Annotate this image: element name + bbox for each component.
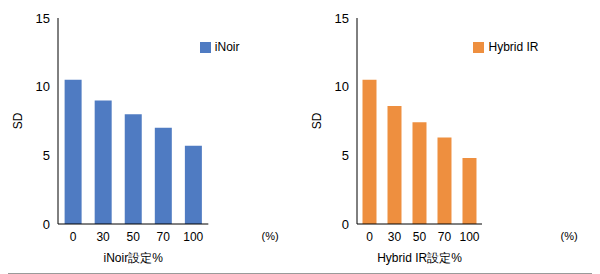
svg-text:70: 70 <box>437 230 451 244</box>
svg-text:30: 30 <box>387 230 401 244</box>
svg-text:100: 100 <box>459 230 479 244</box>
svg-text:0: 0 <box>42 217 49 232</box>
svg-text:5: 5 <box>42 148 49 163</box>
svg-text:5: 5 <box>341 148 348 163</box>
svg-text:10: 10 <box>35 79 49 94</box>
svg-text:0: 0 <box>341 217 348 232</box>
svg-text:15: 15 <box>35 11 49 26</box>
svg-text:0: 0 <box>366 230 373 244</box>
svg-text:30: 30 <box>96 230 110 244</box>
svg-text:Hybrid IR設定%: Hybrid IR設定% <box>377 251 462 265</box>
html-text:Hybrid IR: Hybrid IR <box>488 40 539 54</box>
svg-text:70: 70 <box>156 230 170 244</box>
svg-text:50: 50 <box>412 230 426 244</box>
svg-text:SD: SD <box>310 112 324 129</box>
svg-text:0: 0 <box>69 230 76 244</box>
svg-text:iNoir設定%: iNoir設定% <box>103 251 163 265</box>
svg-text:SD: SD <box>11 112 25 129</box>
html-text:iNoir: iNoir <box>214 40 240 54</box>
svg-text:10: 10 <box>334 79 348 94</box>
svg-text:50: 50 <box>126 230 140 244</box>
svg-text:100: 100 <box>183 230 203 244</box>
svg-text:15: 15 <box>334 11 348 26</box>
